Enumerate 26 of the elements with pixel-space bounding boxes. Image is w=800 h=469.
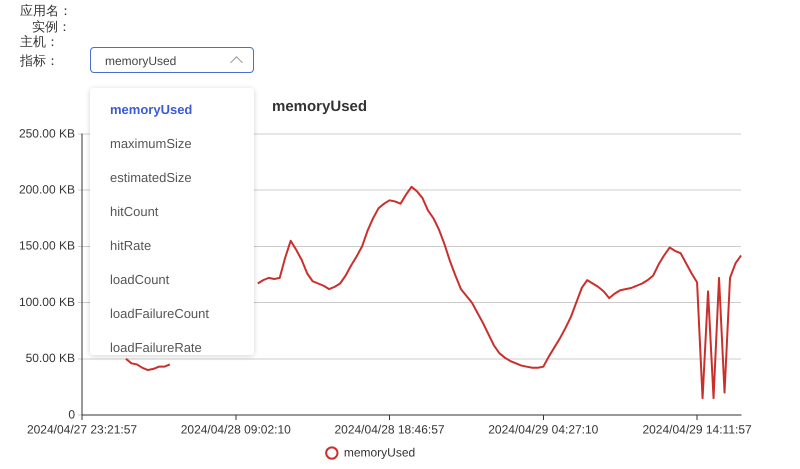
annotation: estimatedSize — [110, 170, 192, 185]
text: 主机： — [20, 34, 59, 51]
annotation: hitRate — [110, 238, 152, 253]
y-tick-label: 200.00 KB — [18, 182, 75, 197]
annotation: maximumSize — [110, 136, 192, 151]
x-tick-label: 2024/04/28 18:46:57 — [334, 422, 445, 437]
text: memoryUsed — [90, 47, 254, 73]
text: 指标： — [20, 53, 59, 70]
x-tick-label: 2024/04/28 09:02:10 — [180, 422, 292, 437]
chart-title: memoryUsed — [272, 98, 368, 115]
y-tick-label: 150.00 KB — [18, 238, 75, 253]
text: 应用名： — [20, 3, 72, 20]
legend-label: memoryUsed — [344, 445, 416, 460]
y-tick-label: 0 — [68, 407, 76, 422]
annotation: hitCount — [110, 204, 158, 219]
x-tick-label: 2024/04/27 23:21:57 — [26, 422, 138, 437]
y-tick-label: 50.00 KB — [26, 351, 75, 366]
annotation: loadFailureCount — [110, 306, 210, 321]
annotation: loadCount — [110, 272, 170, 287]
x-tick-label: 2024/04/29 14:11:57 — [642, 422, 752, 437]
x-tick-label: 2024/04/29 04:27:10 — [488, 422, 599, 437]
annotation: loadFailureRate — [110, 340, 202, 355]
y-tick-label: 100.00 KB — [18, 294, 75, 309]
text: 实例： — [32, 19, 71, 35]
y-tick-label: 250.00 KB — [18, 126, 75, 140]
text: memoryUsed — [110, 102, 192, 117]
